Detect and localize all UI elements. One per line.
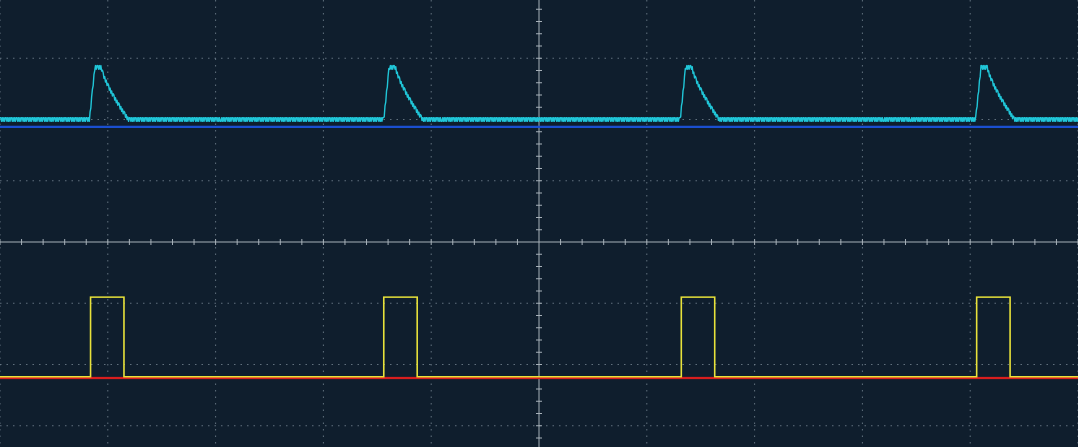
ch1-waveform <box>0 64 1078 123</box>
waveform-series <box>0 64 1078 378</box>
reference-lines <box>0 125 1078 380</box>
ch2-waveform <box>0 296 1078 378</box>
